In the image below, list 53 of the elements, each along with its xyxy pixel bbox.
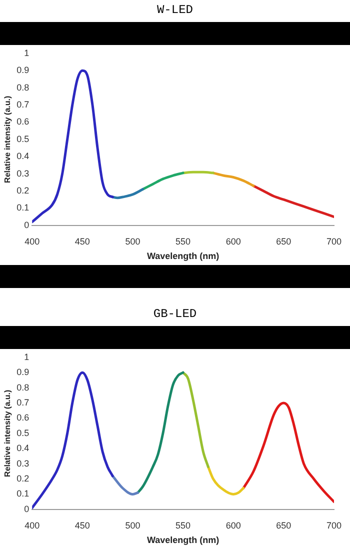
- y-tick-label: 0.2: [16, 185, 30, 196]
- x-tick-label: 400: [24, 520, 40, 530]
- line-series: [212, 172, 255, 188]
- y-tick-label: 1: [24, 48, 30, 58]
- y-tick-label: 0.6: [16, 412, 30, 423]
- y-tick-label: 0.4: [16, 443, 30, 454]
- line-series: [142, 172, 184, 191]
- x-tick-label: 450: [74, 520, 90, 530]
- x-tick-label: 700: [326, 520, 342, 530]
- x-tick-label: 500: [125, 520, 140, 530]
- y-tick-label: 0.2: [16, 473, 30, 484]
- x-tick-label: 550: [176, 520, 191, 530]
- y-axis-title: Relative intensity (a.u.): [3, 96, 12, 183]
- x-tick-label: 600: [226, 520, 241, 530]
- x-tick-label: 650: [276, 236, 292, 246]
- y-tick-label: 0.3: [16, 168, 30, 178]
- y-tick-label: 0.8: [16, 82, 30, 92]
- y-tick-label: 0.9: [16, 367, 30, 378]
- y-tick-label: 0.4: [16, 151, 30, 162]
- x-axis-title: Wavelength (nm): [146, 251, 220, 262]
- y-tick-label: 0.1: [16, 488, 30, 499]
- chart-title: W-LED: [156, 2, 194, 19]
- y-tick-label: 0: [24, 504, 30, 514]
- chart-title: GB-LED: [152, 306, 198, 323]
- y-tick-label: 0.7: [16, 397, 30, 408]
- line-series: [32, 69, 114, 224]
- y-tick-label: 0.5: [16, 428, 30, 438]
- x-tick-label: 600: [226, 236, 241, 246]
- x-tick-label: 450: [74, 236, 90, 246]
- line-series: [136, 371, 184, 494]
- line-series: [111, 188, 144, 200]
- y-tick-label: 0: [24, 220, 30, 230]
- x-tick-label: 400: [24, 236, 40, 246]
- line-series: [32, 371, 114, 510]
- y-tick-label: 0.3: [16, 458, 30, 468]
- x-tick-label: 550: [176, 236, 191, 246]
- y-tick-label: 0.5: [16, 134, 30, 144]
- y-tick-label: 0.7: [16, 99, 30, 110]
- y-tick-label: 0.9: [16, 65, 30, 76]
- y-tick-label: 0.1: [16, 202, 30, 213]
- x-tick-label: 700: [326, 236, 342, 246]
- y-tick-label: 0.6: [16, 116, 30, 127]
- x-axis-title: Wavelength (nm): [146, 535, 220, 546]
- line-series: [206, 466, 245, 496]
- line-series: [252, 184, 334, 218]
- line-series: [182, 371, 210, 468]
- line-series: [111, 474, 140, 496]
- y-tick-label: 0.8: [16, 382, 30, 392]
- y-axis-title: Relative intensity (a.u.): [3, 390, 12, 477]
- line-series: [242, 402, 334, 504]
- x-tick-label: 500: [125, 236, 140, 246]
- y-tick-label: 1: [24, 352, 30, 362]
- x-tick-label: 650: [276, 520, 292, 530]
